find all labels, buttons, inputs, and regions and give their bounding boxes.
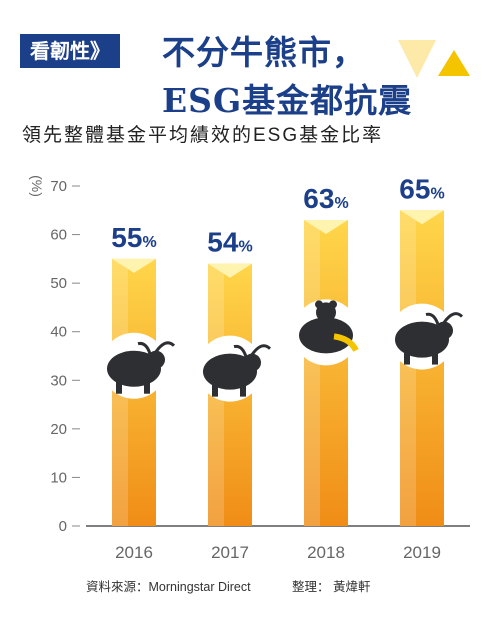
category-tag: 看韌性》 (20, 34, 120, 68)
x-tick-label: 2017 (211, 543, 249, 562)
credit-note: 整理： 黃煒軒 (292, 580, 371, 594)
bear-icon (293, 299, 359, 366)
y-tick-label: 0 (59, 518, 67, 535)
bar-cap (304, 220, 348, 234)
headline-line-1: 不分牛熊市， (162, 33, 366, 72)
bar-value-label: 55% (111, 222, 156, 253)
bar-cap (208, 263, 252, 278)
x-tick-label: 2018 (307, 543, 345, 562)
headline-line-2: ESG基金都抗震 (162, 81, 413, 120)
bar-highlight (400, 210, 416, 527)
bar (304, 220, 348, 526)
bar-cap (400, 210, 444, 225)
y-tick-label: 40 (50, 324, 67, 341)
x-tick-label: 2019 (403, 543, 441, 562)
y-axis-unit-label: (%) (29, 175, 45, 197)
source-note: 資料來源：Morningstar Direct (86, 580, 251, 594)
y-tick-label: 60 (50, 227, 67, 244)
chart-subtitle: 領先整體基金平均績效的ESG基金比率 (22, 125, 384, 146)
bull-icon (101, 332, 176, 399)
bull-icon (389, 303, 464, 370)
y-tick-label: 30 (50, 372, 67, 389)
bar-value-label: 65% (399, 173, 444, 204)
bar-value-label: 54% (207, 227, 252, 258)
y-tick-label: 70 (50, 178, 67, 195)
x-tick-label: 2016 (115, 543, 153, 562)
decorative-triangles-icon (398, 40, 470, 78)
y-tick-label: 50 (50, 275, 67, 292)
bull-icon (197, 335, 272, 402)
y-tick-label: 20 (50, 421, 67, 438)
y-tick-label: 10 (50, 469, 67, 486)
bar-highlight (304, 220, 320, 526)
bar-cap (112, 258, 156, 273)
bar-value-label: 63% (303, 183, 348, 214)
